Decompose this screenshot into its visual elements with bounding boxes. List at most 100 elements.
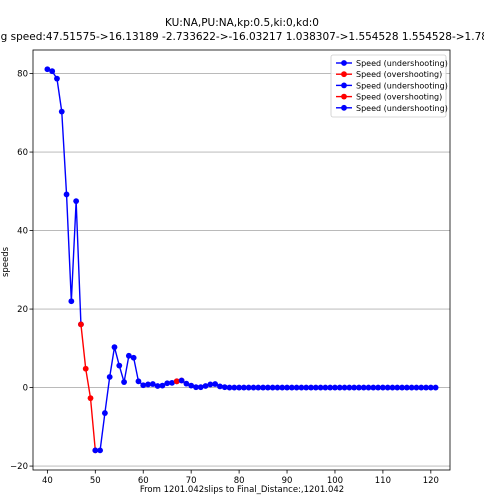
data-point (384, 384, 391, 391)
data-point (317, 384, 324, 391)
x-axis-label: From 1201.042slips to Final_Distance:,12… (140, 485, 344, 495)
data-point (101, 410, 108, 416)
chart-title: KU:NA,PU:NA,kp:0.5,ki:0,kd:0 (165, 17, 319, 29)
y-tick-label: 60 (17, 148, 28, 158)
series-1 (44, 66, 84, 328)
data-point (207, 381, 214, 388)
data-point (413, 384, 420, 391)
data-point (164, 380, 171, 387)
legend-box (330, 54, 447, 118)
x-tick-label: 60 (138, 476, 149, 486)
data-point (327, 384, 334, 391)
series-5 (178, 377, 439, 391)
data-point (212, 381, 219, 387)
data-point (121, 379, 127, 385)
data-point (389, 384, 396, 391)
data-point (44, 66, 51, 73)
data-point (408, 384, 415, 391)
y-tick-label: 40 (17, 227, 28, 237)
data-point (269, 384, 276, 391)
data-point (399, 384, 405, 391)
data-point (140, 382, 147, 389)
legend-entry: Speed (overshooting) (336, 93, 442, 102)
legend-label: Speed (overshooting) (356, 70, 442, 79)
data-point (240, 384, 247, 391)
data-point (49, 68, 56, 75)
legend-entry: Speed (undershooting) (336, 104, 448, 113)
data-point (221, 384, 228, 391)
data-point (250, 384, 257, 391)
x-tick-label: 40 (42, 476, 53, 486)
data-point (403, 384, 410, 391)
data-point (183, 380, 190, 387)
legend-label: Speed (undershooting) (356, 81, 448, 90)
data-point (365, 384, 372, 391)
y-axis-label: speeds (1, 246, 11, 277)
data-point (231, 384, 238, 391)
plot-frame (32, 49, 451, 471)
data-point (279, 384, 286, 391)
data-point (58, 108, 65, 115)
y-tick-label: −20 (10, 462, 28, 472)
data-point (68, 298, 75, 305)
data-point (169, 379, 175, 386)
legend-label: Speed (undershooting) (356, 104, 448, 113)
data-point (63, 191, 70, 198)
data-point (73, 198, 80, 205)
chart-subtitle: crosing speed:47.51575->16.13189 -2.7336… (0, 31, 484, 43)
data-point (360, 384, 367, 391)
data-point (149, 381, 156, 387)
legend-entry: Speed (undershooting) (336, 59, 448, 68)
series-line (95, 346, 178, 452)
data-point (202, 383, 209, 389)
legend: Speed (undershooting) Speed (overshooting… (330, 54, 448, 118)
series-line (47, 68, 82, 325)
legend-swatch-marker (341, 93, 347, 100)
axis-ticks: −20 0 20 40 60 80 40 50 60 70 80 90 100 110 120 (10, 70, 439, 486)
data-point (293, 384, 300, 391)
data-point (116, 362, 123, 369)
data-point (159, 382, 166, 389)
data-point (274, 384, 281, 391)
x-tick-label: 80 (234, 476, 245, 486)
data-point (423, 384, 429, 391)
data-point (145, 381, 151, 388)
data-point (135, 378, 142, 385)
data-point (336, 384, 343, 391)
series-line (80, 324, 97, 451)
legend-label: Speed (undershooting) (356, 59, 448, 68)
x-tick-label: 100 (327, 476, 343, 486)
y-tick-label: 0 (23, 384, 28, 394)
data-point (341, 384, 348, 391)
data-point (322, 384, 329, 391)
data-point (217, 383, 223, 390)
data-point (173, 378, 180, 385)
legend-swatch-marker (341, 60, 347, 66)
legend-swatch-marker (341, 104, 347, 111)
legend-label: Speed (overshooting) (356, 93, 442, 102)
data-point (97, 447, 104, 454)
data-point (308, 384, 314, 391)
data-point (260, 384, 266, 391)
legend-swatch-marker (341, 82, 347, 89)
data-point (78, 321, 84, 328)
x-tick-label: 110 (375, 476, 391, 486)
data-point (432, 384, 439, 391)
data-point (356, 384, 362, 391)
data-point (245, 384, 252, 391)
x-tick-label: 50 (90, 476, 101, 486)
data-point (92, 447, 99, 454)
y-tick-label: 80 (17, 70, 28, 80)
data-point (427, 384, 434, 391)
data-point (125, 352, 132, 359)
data-point (312, 384, 319, 391)
data-point (351, 384, 358, 391)
data-point (264, 384, 271, 391)
legend-entry: Speed (overshooting) (336, 70, 442, 79)
x-tick-label: 70 (186, 476, 197, 486)
data-point (255, 384, 262, 391)
data-point (226, 384, 233, 391)
grid-lines (33, 73, 450, 467)
legend-entry: Speed (undershooting) (336, 81, 448, 90)
